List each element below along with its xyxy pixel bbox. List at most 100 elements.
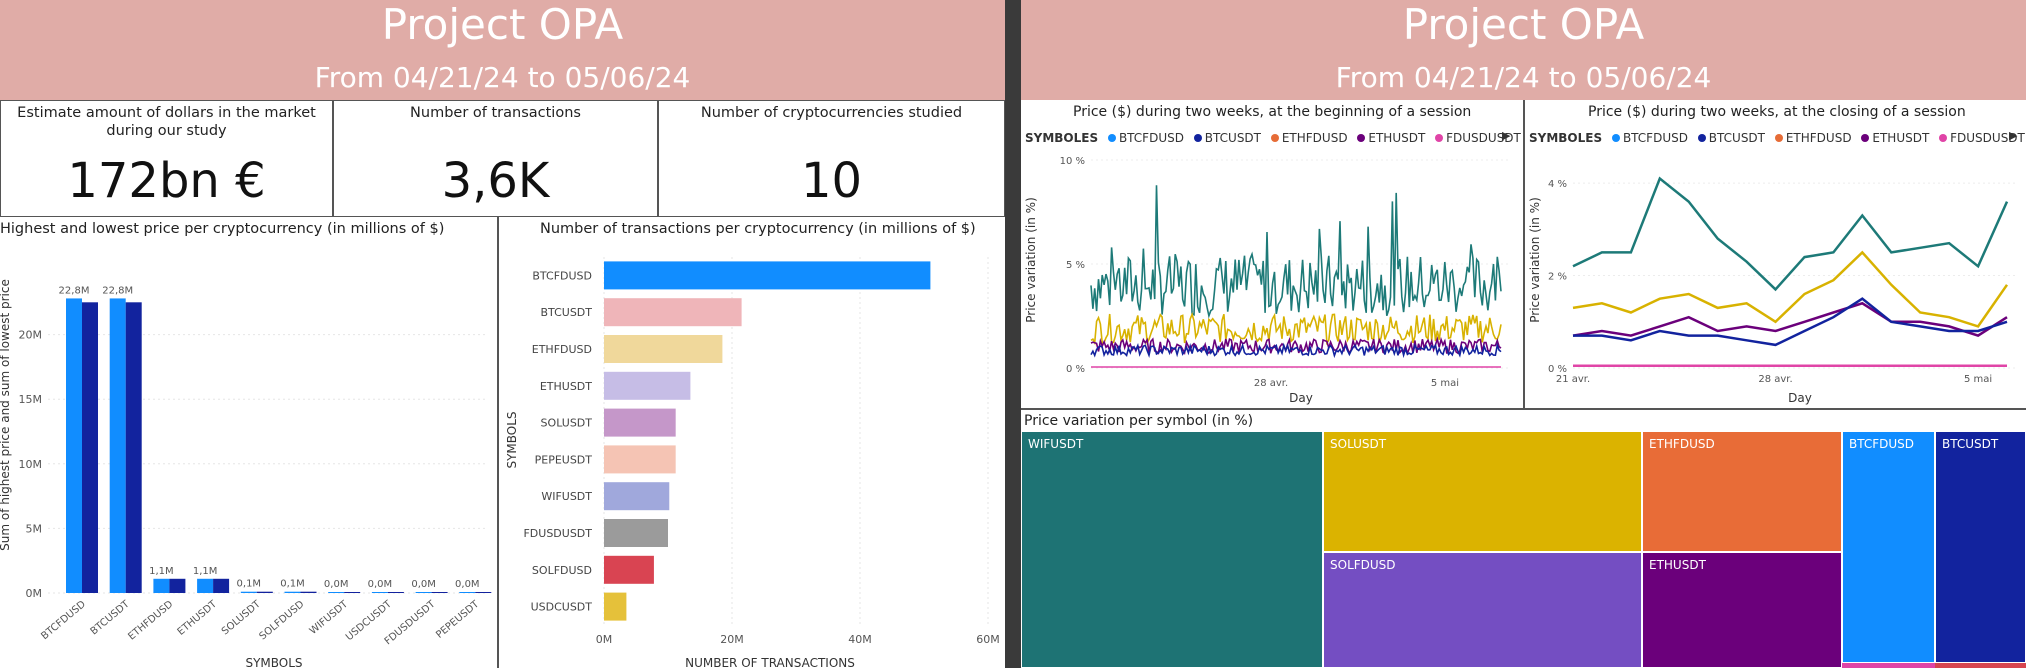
y-tick-label: WIFUSDT [541, 490, 592, 503]
bar-highest-ethfdusd [153, 578, 170, 593]
kpi-card-cryptocurrencies[interactable]: Number of cryptocurrencies studied 10 [658, 100, 1005, 217]
bar-lowest-fdusdusdt [431, 592, 448, 593]
y-axis-label: Price variation (in %) [1528, 197, 1542, 322]
bar-lowest-wifusdt [344, 592, 361, 593]
bar-lowest-btcfdusd [82, 302, 98, 593]
close-price-line-chart[interactable]: Price variation (in %) Day 0 % 2 % 4 % 21 a… [1525, 148, 2026, 406]
legend-item-ethfdusd[interactable]: ETHFDUSD [1270, 131, 1348, 145]
x-axis-label: Day [1289, 391, 1313, 405]
data-label: 0,0M [324, 579, 349, 590]
data-label: 22,8M [59, 285, 90, 296]
x-tick-label: 20M [720, 633, 744, 646]
bar-lowest-btcusdt [125, 302, 142, 593]
right-report-page: Project OPA From 04/21/24 to 05/06/24 Pr… [1021, 0, 2026, 668]
kpi-label: Estimate amount of dollars in the market… [17, 105, 316, 139]
bar-highest-btcusdt [109, 298, 126, 593]
report-title: Project OPA [381, 0, 624, 49]
data-label: 1,1M [149, 566, 174, 577]
header-banner: Project OPA From 04/21/24 to 05/06/24 [0, 0, 1005, 100]
open-chart-title: Price ($) during two weeks, at the begin… [1073, 104, 1472, 120]
bar-highest-usdcusdt [371, 592, 388, 593]
legend-title: SYMBOLES [1025, 131, 1099, 145]
legend-item-ethusdt[interactable]: ETHUSDT [1357, 131, 1425, 145]
y-tick-label: 0 % [1066, 364, 1085, 375]
transactions-bar-chart[interactable]: SYMBOLS NUMBER OF TRANSACTIONS 0M 20M 40M 6… [500, 235, 1005, 668]
y-tick-label: 4 % [1548, 179, 1567, 190]
kpi-value: 172bn € [67, 153, 266, 209]
x-tick-label: SOLFDUSD [258, 599, 307, 643]
report-title: Project OPA [1402, 0, 1645, 49]
treemap-tile-solusdt[interactable]: SOLUSDT [1323, 431, 1642, 552]
kpi-label: Number of cryptocurrencies studied [700, 105, 963, 121]
price-bar-chart[interactable]: Sum of highest price and sum of lowest p… [0, 235, 497, 668]
y-axis-label: Sum of highest price and sum of lowest p… [0, 279, 12, 551]
bar-lowest-ethfdusd [169, 578, 186, 593]
bar-highest-btcfdusd [66, 298, 82, 593]
kpi-card-dollars[interactable]: Estimate amount of dollars in the market… [0, 100, 333, 217]
close-series-4 [1573, 297, 2008, 347]
kpi-value: 3,6K [441, 153, 550, 209]
open-series-4 [1090, 342, 1502, 359]
x-tick-label: 28 avr. [1758, 374, 1792, 385]
bar-lowest-ethusdt [213, 578, 230, 593]
bar-highest-fdusdusdt [415, 592, 432, 593]
legend-item-btcfdusd[interactable]: BTCFDUSD [1107, 131, 1184, 145]
bar-highest-ethusdt [197, 578, 214, 593]
kpi-label: Number of transactions [410, 105, 581, 121]
treemap-tile-small[interactable] [1935, 663, 2026, 668]
data-label: 0,1M [237, 579, 262, 590]
bar-lowest-pepeusdt [475, 592, 492, 593]
legend-title: SYMBOLES [1529, 131, 1603, 145]
y-tick-label: 0M [26, 587, 43, 600]
legend-item-ethusdt[interactable]: ETHUSDT [1861, 131, 1929, 145]
legend-item-fdusdusdt[interactable]: FDUSDUSDT [1939, 131, 2025, 145]
bar-highest-solusdt [240, 591, 257, 593]
x-tick-label: BTCUSDT [89, 598, 133, 637]
x-tick-label: ETHFDUSD [126, 599, 175, 643]
treemap-tile-solfdusd[interactable]: SOLFDUSD [1323, 552, 1642, 668]
legend-next-arrow-icon[interactable]: ▶ [2009, 129, 2018, 142]
x-tick-label: 5 mai [1964, 374, 1992, 385]
bar-usdcusdt [604, 592, 627, 621]
x-axis-label: NUMBER OF TRANSACTIONS [685, 656, 855, 668]
report-subtitle: From 04/21/24 to 05/06/24 [314, 61, 691, 94]
bar-solusdt [604, 408, 676, 437]
y-tick-label: ETHUSDT [540, 380, 592, 393]
treemap-tile-btcusdt[interactable]: BTCUSDT [1935, 431, 2026, 663]
y-tick-label: 15M [19, 393, 43, 406]
data-label: 0,0M [455, 579, 480, 590]
legend-item-ethfdusd[interactable]: ETHFDUSD [1774, 131, 1852, 145]
y-tick-label: 5M [26, 522, 43, 535]
close-series-2 [1572, 250, 2009, 328]
bar-fdusdusdt [604, 519, 668, 547]
legend-next-arrow-icon[interactable]: ▶ [1502, 129, 1511, 142]
open-price-line-chart[interactable]: Price variation (in %) Day 0 % 5 % 10 % 28 … [1021, 148, 1521, 406]
treemap-tile-small[interactable] [1842, 663, 1935, 668]
y-tick-label: BTCUSDT [540, 306, 592, 319]
x-tick-label: 40M [848, 633, 872, 646]
close-chart-title: Price ($) during two weeks, at the closi… [1588, 104, 1966, 120]
open-chart-legend: SYMBOLES BTCFDUSD BTCUSDT ETHFDUSD ETHUS… [1025, 130, 1527, 146]
kpi-card-transactions[interactable]: Number of transactions 3,6K [333, 100, 658, 217]
left-report-page: Project OPA From 04/21/24 to 05/06/24 Es… [0, 0, 1005, 668]
treemap-tile-ethfdusd[interactable]: ETHFDUSD [1642, 431, 1842, 552]
legend-item-btcusdt[interactable]: BTCUSDT [1193, 131, 1261, 145]
x-axis-label: Day [1788, 391, 1812, 405]
close-series-1 [1572, 176, 2009, 292]
y-tick-label: BTCFDUSD [532, 269, 592, 282]
legend-item-fdusdusdt[interactable]: FDUSDUSDT [1435, 131, 1521, 145]
bar-btcfdusd [604, 261, 931, 290]
legend-item-btcusdt[interactable]: BTCUSDT [1697, 131, 1765, 145]
header-banner: Project OPA From 04/21/24 to 05/06/24 [1021, 0, 2026, 100]
open-series-2 [1090, 312, 1502, 346]
legend-item-btcfdusd[interactable]: BTCFDUSD [1611, 131, 1688, 145]
bar-lowest-usdcusdt [387, 592, 404, 593]
treemap-tile-ethusdt[interactable]: ETHUSDT [1642, 552, 1842, 668]
data-label: 0,0M [368, 579, 393, 590]
treemap-tile-wifusdt[interactable]: WIFUSDT [1021, 431, 1323, 668]
x-tick-label: 5 mai [1431, 378, 1459, 389]
y-tick-label: FDUSDUSDT [523, 527, 592, 540]
bar-lowest-solfdusd [300, 591, 317, 593]
y-tick-label: 10M [19, 458, 43, 471]
treemap-tile-btcfdusd[interactable]: BTCFDUSD [1842, 431, 1935, 663]
